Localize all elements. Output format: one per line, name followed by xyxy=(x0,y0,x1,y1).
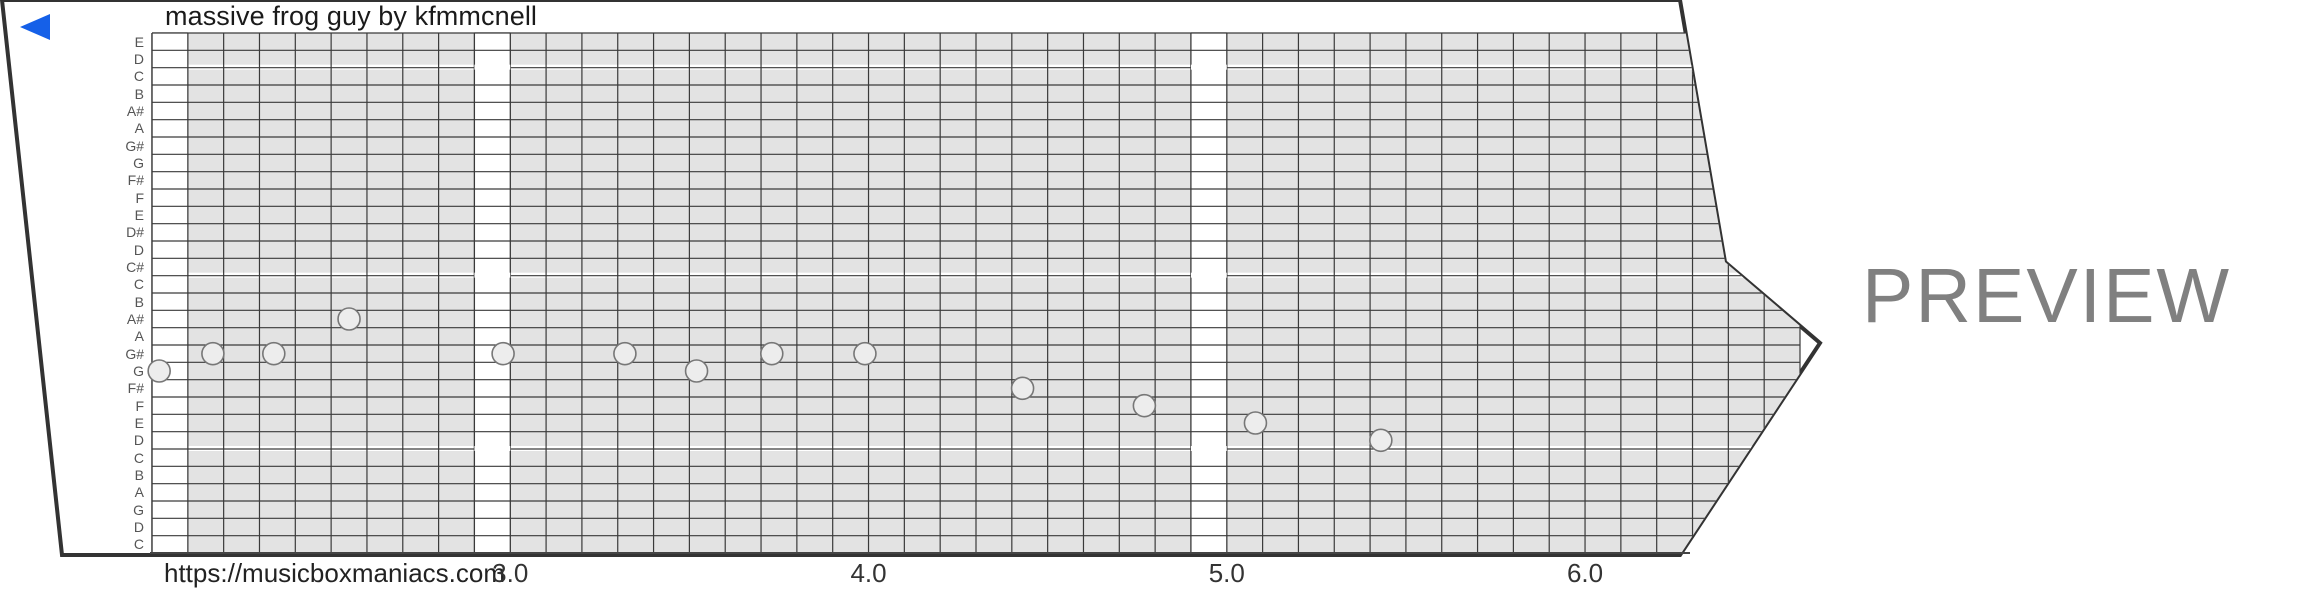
y-axis-note-label: C xyxy=(133,68,144,85)
y-axis-note-label: A xyxy=(134,484,144,501)
x-axis-tick-label: 4.0 xyxy=(850,558,887,588)
note-marker[interactable] xyxy=(491,341,515,366)
y-axis-note-label: F# xyxy=(127,380,144,397)
x-axis-tick-label: 6.0 xyxy=(1566,558,1604,588)
y-axis-note-label: E xyxy=(134,415,144,431)
site-url-watermark: https://musicboxmaniacs.com xyxy=(164,558,506,588)
note-markers xyxy=(147,307,1393,453)
note-marker[interactable] xyxy=(853,341,877,366)
y-axis-note-label: C xyxy=(133,449,144,466)
y-axis-note-label: A# xyxy=(126,311,144,327)
x-axis-tick-label: 3.0 xyxy=(492,558,529,588)
y-axis-note-label: B xyxy=(134,467,144,483)
y-axis-note-label: B xyxy=(134,293,144,310)
y-axis-note-label: A# xyxy=(126,103,144,119)
y-axis-note-label: B xyxy=(134,85,144,102)
y-axis-note-label: E xyxy=(134,207,144,223)
page-title: massive frog guy by kfmmcnell xyxy=(165,1,538,31)
note-marker[interactable] xyxy=(1369,428,1393,453)
y-axis-note-label: D xyxy=(133,241,144,258)
y-axis-note-label: E xyxy=(134,33,144,50)
y-axis-note-label: D# xyxy=(126,224,144,241)
note-marker[interactable] xyxy=(201,341,225,366)
y-axis-note-label: A xyxy=(134,328,144,345)
back-triangle-icon[interactable] xyxy=(18,13,52,41)
y-axis-note-label: G xyxy=(133,501,144,518)
y-axis-note-label: C xyxy=(133,276,144,293)
note-marker[interactable] xyxy=(1243,411,1268,435)
y-axis-note-label: C xyxy=(133,536,144,553)
note-marker[interactable] xyxy=(1132,393,1157,418)
note-marker[interactable] xyxy=(613,341,637,366)
note-marker[interactable] xyxy=(262,341,286,366)
y-axis-note-label: F xyxy=(135,189,144,206)
x-axis-tick-label: 5.0 xyxy=(1208,558,1245,588)
y-axis-note-label: G xyxy=(133,155,144,171)
preview-watermark: PREVIEW xyxy=(1862,253,2232,339)
note-marker[interactable] xyxy=(147,359,171,383)
note-marker[interactable] xyxy=(1010,376,1035,401)
y-axis-note-label: D xyxy=(133,519,144,535)
y-axis-note-label: A xyxy=(134,120,144,137)
note-marker[interactable] xyxy=(684,359,709,383)
y-axis-note-label: G# xyxy=(125,345,144,362)
y-axis-note-label: G# xyxy=(125,137,144,154)
y-axis-note-label: F# xyxy=(127,172,144,189)
y-axis-note-label: D xyxy=(133,432,144,449)
y-axis-note-label: D xyxy=(133,51,144,67)
note-marker[interactable] xyxy=(759,341,784,366)
note-marker[interactable] xyxy=(337,307,361,331)
y-axis-note-label: C# xyxy=(126,259,144,275)
note-grid xyxy=(151,32,1801,554)
y-axis-note-label: G xyxy=(133,363,144,379)
y-axis-note-label: F xyxy=(135,397,144,414)
